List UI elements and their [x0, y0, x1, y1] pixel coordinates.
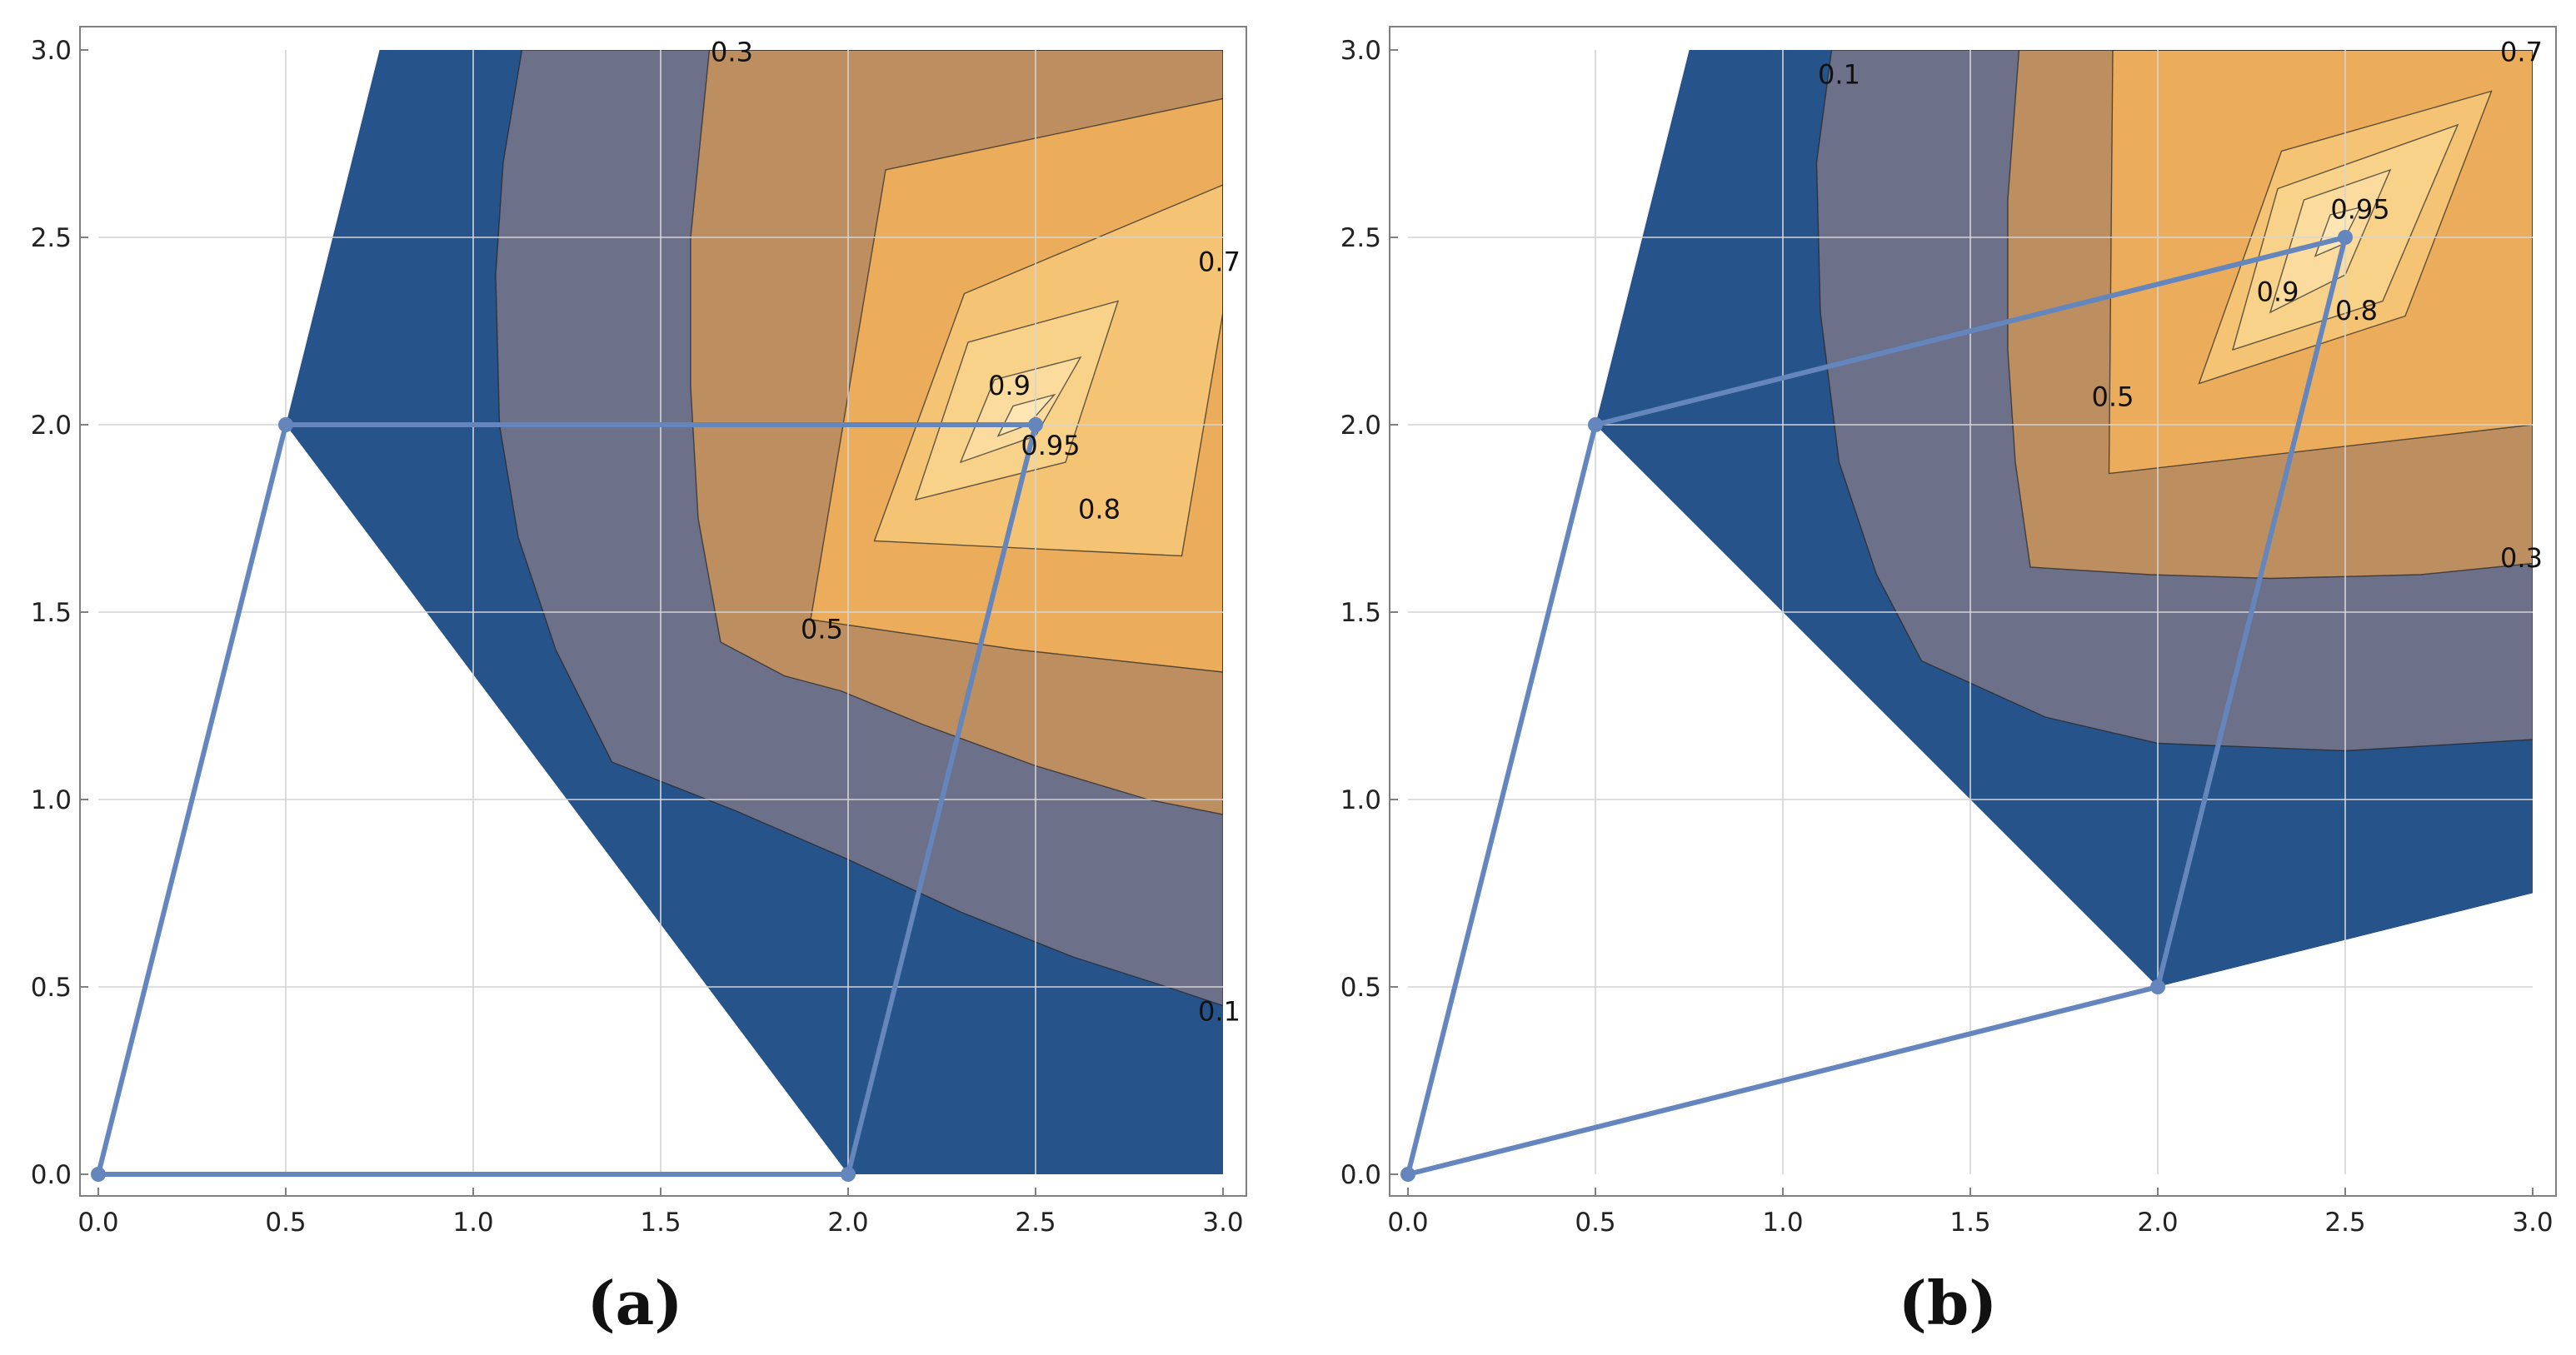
y-tick-label: 0.5: [31, 973, 72, 1003]
panel-b-caption: (b): [1899, 1268, 1997, 1338]
contour-line-0.8: [2231, 123, 2459, 351]
contour-line-0.5: [2108, 50, 2533, 475]
panel-a-ticks: 0.0 0.5 1.0 1.5 2.0 2.5 3.0 0.0 0.5 1.0 1.5 2.0 2.5 3…: [31, 36, 1244, 1238]
y-tick-label: 1.0: [1340, 785, 1381, 815]
contour-line-0.7: [2198, 90, 2493, 385]
y-tick-label: 3.0: [31, 36, 72, 66]
panel-b-contour-fills: [1595, 50, 2533, 987]
panel-a-path: [91, 417, 1043, 1182]
panel-a-contour-fills: [286, 50, 1223, 1174]
x-tick-label: 0.0: [77, 1208, 118, 1238]
contour-line-0.1: [1815, 50, 2533, 752]
path-point: [1028, 417, 1043, 432]
panel-a-contour-labels: 0.3 0.7 0.9 0.95 0.8 0.5 0.1: [711, 37, 1241, 1028]
y-tick-label: 0.5: [1340, 973, 1381, 1003]
x-tick-label: 2.0: [2137, 1208, 2178, 1238]
contour-line-0.8: [914, 300, 1120, 501]
path-point: [278, 417, 293, 432]
x-tick-label: 0.5: [1575, 1208, 1615, 1238]
x-tick-label: 1.5: [1949, 1208, 1990, 1238]
contour-line-0.95: [2314, 206, 2362, 257]
x-tick-label: 1.0: [452, 1208, 493, 1238]
panel-b-path: [1400, 230, 2353, 1182]
contour-label: 0.9: [2257, 276, 2299, 308]
x-tick-label: 2.5: [2324, 1208, 2365, 1238]
x-tick-label: 0.0: [1387, 1208, 1428, 1238]
contour-line-0.7: [873, 183, 1223, 557]
y-tick-label: 0.0: [1340, 1160, 1381, 1190]
y-tick-label: 1.5: [31, 598, 72, 628]
x-tick-label: 1.5: [640, 1208, 681, 1238]
contour-label: 0.3: [2500, 542, 2543, 574]
path-point: [1588, 417, 1603, 432]
contour-label: 0.9: [988, 370, 1031, 401]
contour-line-0.3: [2007, 50, 2533, 580]
contour-label: 0.95: [1021, 430, 1080, 461]
contour-label: 0.8: [2335, 295, 2378, 326]
path-point: [2338, 230, 2353, 245]
contour-label: 0.5: [2092, 381, 2134, 413]
contour-label: 0.7: [1198, 247, 1241, 278]
y-tick-label: 2.5: [1340, 223, 1381, 253]
y-tick-label: 2.5: [31, 223, 72, 253]
contour-line-0.1: [495, 50, 1223, 1007]
contour-label: 0.1: [1198, 996, 1241, 1028]
contour-label: 0.8: [1078, 494, 1121, 526]
x-tick-label: 1.0: [1762, 1208, 1803, 1238]
path-point: [2150, 979, 2165, 994]
path-point: [91, 1167, 106, 1182]
panel-a-caption: (a): [587, 1268, 683, 1338]
contour-label: 0.1: [1818, 59, 1860, 91]
contour-label: 0.5: [801, 614, 843, 645]
y-tick-label: 0.0: [31, 1160, 72, 1190]
x-tick-label: 3.0: [1202, 1208, 1243, 1238]
panel-b-contour-lines: [1815, 50, 2533, 752]
contour-line-0.95: [996, 393, 1056, 437]
contour-label: 0.3: [711, 37, 753, 68]
panel-b-contour-labels: 0.1 0.7 0.95 0.9 0.8 0.5 0.3: [1818, 37, 2543, 575]
path-point: [1400, 1167, 1415, 1182]
y-tick-label: 1.0: [31, 785, 72, 815]
x-tick-label: 2.5: [1015, 1208, 1056, 1238]
y-tick-label: 2.0: [31, 411, 72, 441]
y-tick-label: 3.0: [1340, 36, 1381, 66]
contour-line-0.3: [690, 50, 1223, 815]
contour-label: 0.95: [2330, 194, 2389, 226]
x-tick-label: 3.0: [2512, 1208, 2553, 1238]
panel-b: 0.1 0.7 0.95 0.9 0.8 0.5 0.3 0.0 0.5 1.0 1.5 2.0 2.…: [1340, 26, 2557, 1338]
y-tick-label: 1.5: [1340, 598, 1381, 628]
x-tick-label: 0.5: [265, 1208, 306, 1238]
y-tick-label: 2.0: [1340, 411, 1381, 441]
panel-b-ticks: 0.0 0.5 1.0 1.5 2.0 2.5 3.0 0.0 0.5 1.0 1.5 2.0 2.5 3…: [1340, 36, 2554, 1238]
contour-label: 0.7: [2500, 37, 2543, 68]
panel-a: 0.3 0.7 0.9 0.95 0.8 0.5 0.1 0.0 0.5 1.0 1.5 2.0 2.…: [31, 26, 1247, 1338]
contour-line-0.9: [959, 356, 1082, 464]
x-tick-label: 2.0: [827, 1208, 868, 1238]
path-point: [841, 1167, 856, 1182]
